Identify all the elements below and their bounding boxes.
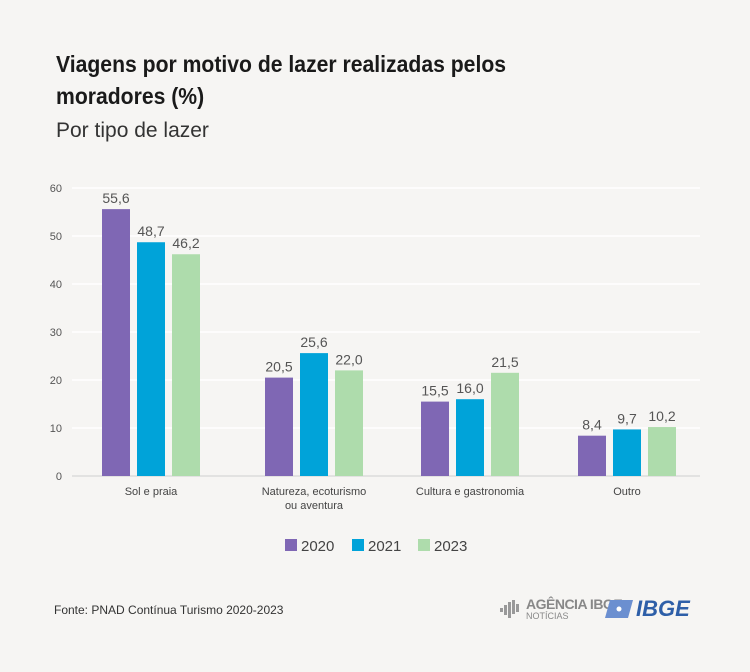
legend-swatch-2021	[352, 539, 364, 551]
data-label: 48,7	[137, 223, 164, 239]
x-tick-label: Outro	[613, 486, 641, 498]
y-tick-label: 20	[50, 375, 62, 387]
bar-2023	[648, 427, 676, 476]
y-tick-label: 50	[50, 231, 62, 243]
data-label: 25,6	[300, 334, 327, 350]
bar-2023	[491, 372, 519, 476]
bar-2023	[335, 370, 363, 476]
bar-2021	[613, 429, 641, 476]
data-label: 15,5	[421, 383, 448, 399]
ibge-logo-text: IBGE	[636, 596, 690, 621]
y-tick-label: 40	[50, 279, 62, 291]
data-label: 55,6	[102, 190, 129, 206]
source-note: Fonte: PNAD Contínua Turismo 2020-2023	[54, 603, 284, 617]
y-tick-label: 60	[50, 183, 62, 195]
bar-2020	[265, 377, 293, 476]
x-tick-label: Natureza, ecoturismo	[262, 486, 367, 498]
x-tick-label: Sol e praia	[125, 486, 178, 498]
data-label: 10,2	[648, 408, 675, 424]
data-label: 21,5	[491, 354, 518, 370]
y-tick-label: 10	[50, 423, 62, 435]
legend-swatch-2020	[285, 539, 297, 551]
ibge-logo: IBGE	[605, 598, 690, 620]
chart-subtitle: Por tipo de lazer	[56, 119, 209, 142]
data-label: 20,5	[265, 359, 292, 375]
data-label: 9,7	[617, 410, 637, 426]
bar-2021	[456, 399, 484, 476]
agencia-logo-text: AGÊNCIA IBGE	[526, 596, 623, 612]
chart-title: Viagens por motivo de lazer realizadas p…	[56, 51, 507, 109]
legend-label: 2020	[301, 538, 334, 555]
agencia-logo-icon	[500, 599, 519, 618]
x-tick-label: ou aventura	[285, 500, 344, 512]
bar-2020	[578, 435, 606, 476]
data-label: 22,0	[335, 351, 362, 367]
data-label: 16,0	[456, 380, 483, 396]
legend-label: 2021	[368, 538, 401, 555]
bar-2021	[137, 242, 165, 476]
bar-2020	[421, 401, 449, 476]
y-tick-label: 0	[56, 471, 62, 483]
data-label: 46,2	[172, 235, 199, 251]
bar-2023	[172, 254, 200, 476]
x-tick-label: Cultura e gastronomia	[416, 486, 525, 498]
legend-swatch-2023	[418, 539, 430, 551]
bar-2020	[102, 209, 130, 476]
ibge-logo-icon	[605, 600, 633, 618]
y-tick-label: 30	[50, 327, 62, 339]
data-label: 8,4	[582, 417, 602, 433]
agencia-ibge-logo: AGÊNCIA IBGE NOTÍCIAS	[500, 596, 623, 621]
legend-label: 2023	[434, 538, 467, 555]
agencia-logo-subtext: NOTÍCIAS	[526, 611, 569, 621]
bar-2021	[300, 353, 328, 476]
